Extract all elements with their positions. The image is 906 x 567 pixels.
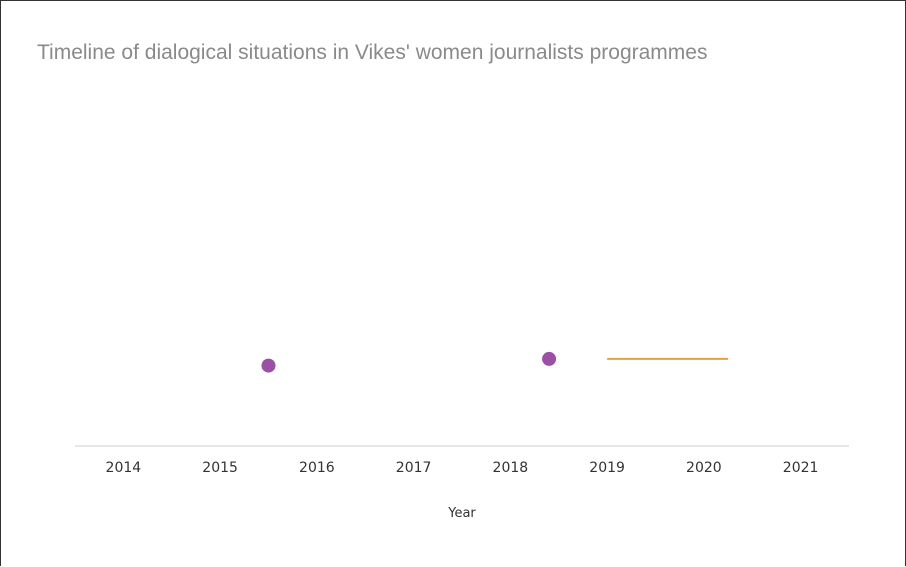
x-tick-label: 2014 [106, 460, 142, 476]
data-point [261, 358, 276, 373]
x-axis-title: Year [447, 506, 476, 521]
chart-marks [261, 351, 729, 373]
x-tick-label: 2018 [493, 460, 529, 476]
x-tick-labels: 2014 2015 2016 2017 2018 2019 2020 2021 [106, 460, 819, 476]
data-point [542, 351, 557, 366]
x-tick-label: 2016 [299, 460, 335, 476]
x-tick-label: 2017 [396, 460, 432, 476]
x-tick-label: 2015 [202, 460, 238, 476]
x-tick-label: 2021 [783, 460, 819, 476]
x-tick-label: 2019 [589, 460, 625, 476]
chart-title: Timeline of dialogical situations in Vik… [37, 41, 708, 64]
x-tick-label: 2020 [686, 460, 722, 476]
